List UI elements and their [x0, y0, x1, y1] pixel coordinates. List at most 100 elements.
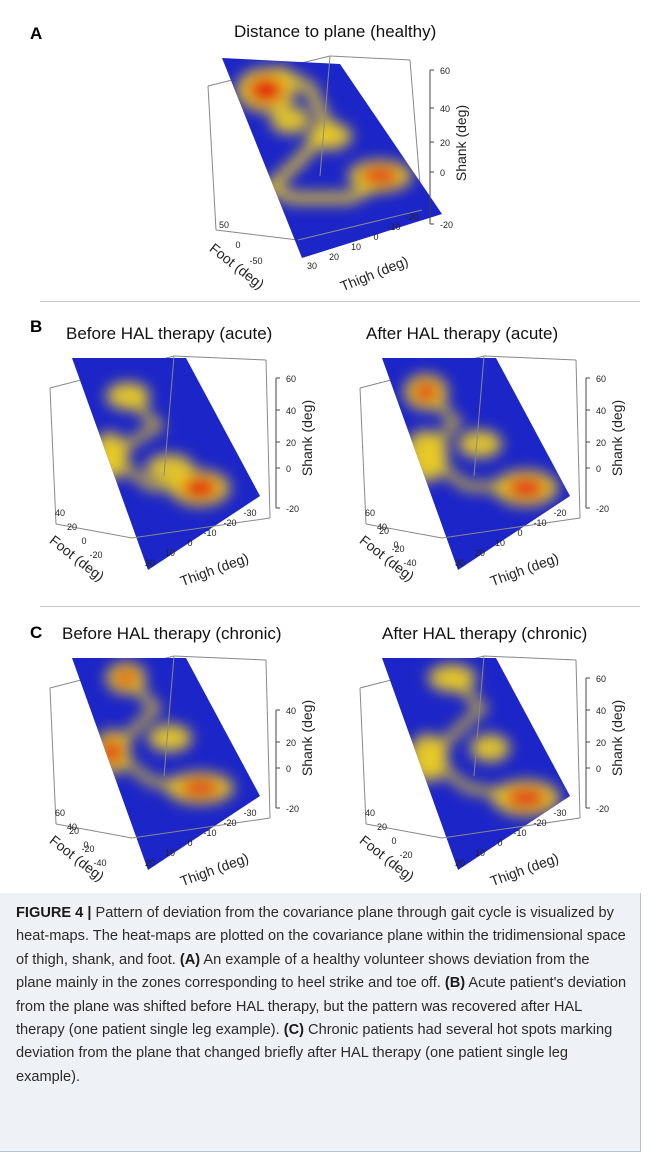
x-tick-label: 20 — [145, 558, 155, 568]
z-tick-label: 20 — [440, 138, 450, 148]
heat-hotspot — [412, 381, 440, 403]
y-tick-label: -20 — [391, 544, 404, 554]
caption-text-a: An example of a healthy volunteer shows … — [16, 951, 590, 992]
y-tick-label: 60 — [365, 508, 375, 518]
z-tick-label: 20 — [286, 438, 296, 448]
x-tick-label: -10 — [203, 528, 216, 538]
y-tick-label: 40 — [365, 808, 375, 818]
z-axis-label: Shank (deg) — [609, 700, 625, 776]
box-edge — [473, 655, 485, 777]
z-axis-label: Shank (deg) — [299, 400, 315, 476]
x-axis-label: Thigh (deg) — [178, 550, 251, 590]
box-edge — [329, 55, 411, 61]
y-tick-label: -20 — [399, 850, 412, 860]
z-tick-label: -20 — [440, 220, 453, 230]
heat-spot — [470, 734, 510, 762]
z-tick-label: -20 — [596, 504, 609, 514]
x-tick-label: -10 — [203, 828, 216, 838]
z-axis-label: Shank (deg) — [609, 400, 625, 476]
box-edge — [163, 655, 175, 777]
box-edge — [483, 655, 577, 661]
heat-spot — [146, 454, 194, 482]
box-edge — [319, 55, 331, 177]
panel-label-b: B — [30, 317, 43, 336]
y-tick-label: 20 — [69, 826, 79, 836]
caption-figure-label: FIGURE 4 | — [16, 905, 92, 921]
plot-title-c-before: Before HAL therapy (chronic) — [62, 624, 282, 643]
z-axis-label: Shank (deg) — [299, 700, 315, 776]
z-tick-label: 40 — [440, 104, 450, 114]
x-tick-label: -30 — [553, 808, 566, 818]
x-tick-label: -10 — [387, 222, 400, 232]
x-tick-label: 0 — [187, 838, 192, 848]
box-edge — [575, 359, 581, 519]
heat-hotspot — [179, 778, 221, 798]
x-tick-label: -20 — [405, 212, 418, 222]
plot-title-a: Distance to plane (healthy) — [234, 22, 437, 41]
x-tick-label: 0 — [187, 538, 192, 548]
heat-hotspot — [114, 668, 138, 688]
heat-spot — [106, 382, 150, 410]
x-tick-label: -20 — [533, 818, 546, 828]
caption-intro: Pattern of deviation from the covariance… — [16, 905, 626, 968]
x-tick-label: 0 — [517, 528, 522, 538]
x-axis-label: Thigh (deg) — [338, 253, 410, 295]
caption-text-c: Chronic patients had several hot spots m… — [16, 1022, 613, 1085]
heat-spot — [408, 734, 448, 782]
heat-spot — [458, 430, 502, 458]
box-edge — [265, 359, 271, 519]
x-tick-label: 20 — [455, 858, 465, 868]
box-edge — [55, 523, 133, 539]
box-edge — [359, 387, 367, 525]
panel-label-a: A — [30, 24, 43, 43]
box-edge — [215, 229, 299, 241]
heat-spot — [404, 430, 448, 482]
panel-divider — [40, 301, 640, 302]
panel-divider — [40, 606, 640, 607]
x-tick-label: -30 — [243, 808, 256, 818]
figure-caption: FIGURE 4 | Pattern of deviation from the… — [16, 902, 628, 1089]
box-edge — [163, 355, 175, 477]
z-tick-label: 20 — [596, 738, 606, 748]
box-edge — [173, 655, 267, 661]
z-tick-label: 0 — [286, 764, 291, 774]
y-tick-label: -20 — [81, 844, 94, 854]
y-tick-label: 50 — [219, 220, 229, 230]
z-tick-label: 0 — [596, 464, 601, 474]
x-tick-label: 0 — [373, 232, 378, 242]
y-tick-label: 60 — [55, 808, 65, 818]
z-tick-label: 0 — [286, 464, 291, 474]
y-tick-label: 40 — [55, 508, 65, 518]
y-tick-label: 20 — [379, 526, 389, 536]
z-tick-label: 20 — [596, 438, 606, 448]
box-edge — [365, 823, 443, 839]
y-tick-label: 0 — [83, 840, 88, 850]
box-edge — [359, 687, 367, 825]
z-tick-label: 60 — [596, 674, 606, 684]
box-edge — [297, 209, 423, 241]
box-edge — [55, 823, 133, 839]
y-tick-label: -50 — [249, 256, 262, 266]
heat-hotspot — [506, 477, 546, 499]
heat-spot — [428, 664, 476, 692]
y-tick-label: 40 — [377, 522, 387, 532]
caption-ref-b: (B) — [444, 975, 466, 992]
x-axis-label: Thigh (deg) — [488, 850, 561, 890]
y-tick-label: -40 — [403, 558, 416, 568]
z-tick-label: -20 — [286, 804, 299, 814]
plot-title-c-after: After HAL therapy (chronic) — [382, 624, 588, 643]
heat-hotspot — [101, 738, 123, 766]
y-tick-label: 20 — [377, 822, 387, 832]
x-axis-label: Thigh (deg) — [178, 850, 251, 890]
x-tick-label: 10 — [351, 242, 361, 252]
panel-label-c: C — [30, 623, 43, 642]
caption-text-b: Acute patient's deviation from the plane… — [16, 975, 627, 1039]
heat-spot — [148, 724, 192, 752]
x-tick-label: 10 — [165, 848, 175, 858]
z-tick-label: -20 — [596, 804, 609, 814]
y-tick-label: 20 — [67, 522, 77, 532]
y-tick-label: 0 — [235, 240, 240, 250]
plot-title-b-before: Before HAL therapy (acute) — [66, 324, 273, 343]
